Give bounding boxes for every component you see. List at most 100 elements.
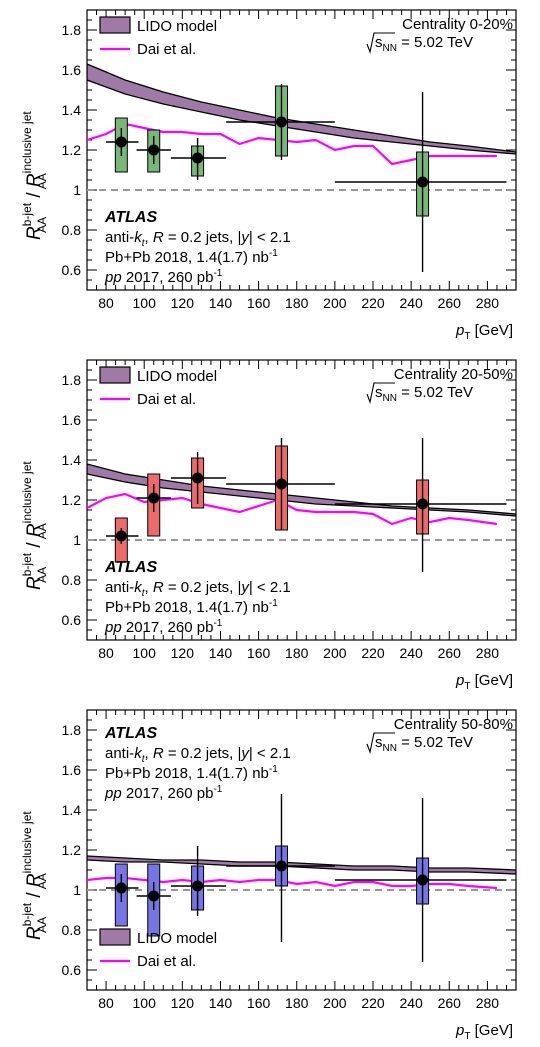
panel-3: 80 100 120 140 160 180 200 220 240 260 280 0.6 0.8 1 1…: [20, 709, 517, 1042]
x-tick-label: 220: [361, 645, 385, 661]
pp-label: pp 2017, 260 pb-1: [104, 784, 223, 802]
pp-label: pp 2017, 260 pb-1: [104, 268, 223, 286]
y-tick-label: 1.6: [62, 62, 82, 78]
sqrt-s-text: sNN = 5.02 TeV: [375, 384, 473, 404]
pp-label: pp 2017, 260 pb-1: [104, 618, 223, 636]
data-point: [275, 116, 287, 128]
x-tick-label: 160: [247, 995, 271, 1011]
centrality-label: Centrality 50-80%: [394, 716, 513, 733]
sqrt-symbol: [366, 732, 395, 754]
x-axis-label: pT [GeV]: [455, 322, 513, 342]
data-point: [417, 176, 429, 188]
legend-dai-label: Dai et al.: [137, 953, 196, 970]
sqrt-symbol: [366, 32, 395, 54]
x-tick-label: 260: [438, 295, 462, 311]
data-point: [148, 492, 160, 504]
x-tick-label: 120: [171, 995, 195, 1011]
x-tick-label: 140: [209, 645, 233, 661]
y-tick-label: 1.6: [62, 762, 82, 778]
x-tick-label: 180: [285, 295, 309, 311]
pbpb-label: Pb+Pb 2018, 1.4(1.7) nb-1: [105, 248, 278, 266]
legend-dai-label: Dai et al.: [137, 391, 196, 408]
data-point: [148, 144, 160, 156]
x-tick-label: 100: [133, 295, 157, 311]
legend-lido-label: LIDO model: [137, 930, 217, 947]
y-tick-label: 1.8: [62, 22, 82, 38]
y-tick-label: 1.6: [62, 412, 82, 428]
y-tick-label: 1: [73, 182, 81, 198]
legend-lido-swatch: [99, 16, 131, 34]
y-tick-label: 1.4: [62, 102, 82, 118]
x-tick-label: 120: [171, 295, 195, 311]
centrality-label: Centrality 0-20%: [402, 16, 513, 33]
x-axis-label: pT [GeV]: [455, 672, 513, 692]
data-point: [417, 874, 429, 886]
sqrt-s-label: sNN = 5.02 TeV: [366, 382, 473, 404]
x-axis-label: pT [GeV]: [455, 1022, 513, 1042]
x-tick-label: 160: [247, 645, 271, 661]
data-point: [275, 860, 287, 872]
x-tick-label: 140: [209, 995, 233, 1011]
y-tick-label: 1.4: [62, 802, 82, 818]
data-point: [115, 136, 127, 148]
centrality-label: Centrality 20-50%: [394, 366, 513, 383]
x-tick-label: 200: [323, 295, 347, 311]
data-point: [148, 890, 160, 902]
x-tick-label: 240: [399, 995, 423, 1011]
y-axis-label: Rb-jetAA / Rinclusive jetAA: [20, 111, 49, 240]
x-tick-label: 180: [285, 995, 309, 1011]
x-tick-label: 220: [361, 995, 385, 1011]
panel-2: 80 100 120 140 160 180 200 220 240 260 280 0.6 0.8 1 1…: [20, 359, 517, 692]
sqrt-s-label: sNN = 5.02 TeV: [366, 732, 473, 754]
x-tick-label: 280: [476, 645, 500, 661]
x-tick-label: 80: [98, 295, 114, 311]
jets-label: anti-kt, R = 0.2 jets, |y| < 2.1: [105, 579, 291, 599]
atlas-label: ATLAS: [104, 559, 157, 576]
data-point: [192, 880, 204, 892]
x-tick-label: 240: [399, 645, 423, 661]
jets-label: anti-kt, R = 0.2 jets, |y| < 2.1: [105, 745, 291, 765]
panel-1: 80 100 120 140 160 180 200 220 240 260 280 0.6 0.8 1 1…: [20, 9, 517, 342]
x-tick-label: 200: [323, 645, 347, 661]
plot-area: [87, 438, 516, 572]
legend-lido-swatch: [99, 366, 131, 384]
y-tick-label: 0.6: [62, 612, 82, 628]
sqrt-symbol: [366, 382, 395, 404]
y-tick-label: 1.2: [62, 492, 82, 508]
y-tick-label: 0.8: [62, 572, 82, 588]
legend-lido-label: LIDO model: [137, 368, 217, 385]
jets-label: anti-kt, R = 0.2 jets, |y| < 2.1: [105, 229, 291, 249]
x-tick-label: 120: [171, 645, 195, 661]
legend-lido-label: LIDO model: [137, 18, 217, 35]
legend-lido-swatch: [99, 928, 131, 946]
sqrt-s-text: sNN = 5.02 TeV: [375, 734, 473, 754]
sqrt-s-text: sNN = 5.02 TeV: [375, 34, 473, 54]
sqrt-s-label: sNN = 5.02 TeV: [366, 32, 473, 54]
y-tick-label: 1.8: [62, 372, 82, 388]
lido-band: [87, 63, 516, 155]
x-tick-label: 100: [133, 645, 157, 661]
x-tick-label: 100: [133, 995, 157, 1011]
y-tick-label: 1.2: [62, 842, 82, 858]
data-point: [275, 478, 287, 490]
data-point: [192, 152, 204, 164]
x-tick-label: 280: [476, 295, 500, 311]
atlas-label: ATLAS: [104, 725, 157, 742]
x-tick-label: 80: [98, 645, 114, 661]
x-tick-label: 280: [476, 995, 500, 1011]
y-axis-label: Rb-jetAA / Rinclusive jetAA: [20, 811, 49, 940]
pbpb-label: Pb+Pb 2018, 1.4(1.7) nb-1: [105, 598, 278, 616]
y-axis-label: Rb-jetAA / Rinclusive jetAA: [20, 461, 49, 590]
y-tick-label: 1.2: [62, 142, 82, 158]
x-tick-label: 160: [247, 295, 271, 311]
data-point: [192, 472, 204, 484]
plot-area: [87, 794, 516, 962]
x-tick-label: 260: [438, 995, 462, 1011]
x-tick-label: 140: [209, 295, 233, 311]
y-tick-label: 1: [73, 882, 81, 898]
x-tick-label: 260: [438, 645, 462, 661]
lido-band: [87, 855, 516, 875]
pbpb-label: Pb+Pb 2018, 1.4(1.7) nb-1: [105, 764, 278, 782]
y-tick-label: 1.8: [62, 722, 82, 738]
